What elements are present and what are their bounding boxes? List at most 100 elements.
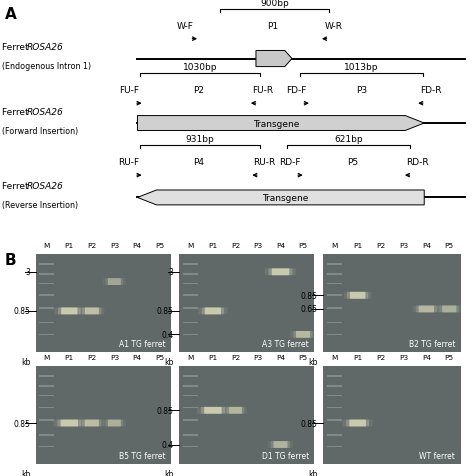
FancyBboxPatch shape	[106, 420, 123, 426]
FancyBboxPatch shape	[79, 420, 104, 426]
Text: FD-F: FD-F	[286, 86, 306, 95]
Text: (Reverse Insertion): (Reverse Insertion)	[2, 200, 79, 209]
Text: P2: P2	[192, 86, 204, 95]
Text: M: M	[44, 243, 50, 249]
FancyBboxPatch shape	[412, 306, 440, 313]
Text: P1: P1	[267, 22, 278, 31]
Bar	[183, 283, 198, 285]
Text: FU-R: FU-R	[253, 86, 273, 95]
Text: P1: P1	[64, 243, 74, 249]
Bar	[327, 334, 342, 336]
Text: P3: P3	[254, 243, 263, 249]
Text: A: A	[5, 8, 17, 22]
Text: P3: P3	[399, 355, 408, 361]
Text: P1: P1	[64, 355, 74, 361]
Text: Transgene: Transgene	[253, 119, 299, 128]
Text: ROSA26: ROSA26	[27, 182, 64, 190]
Text: W-R: W-R	[325, 22, 343, 31]
Text: P3: P3	[254, 355, 263, 361]
Text: P3: P3	[110, 355, 119, 361]
Text: P2: P2	[87, 243, 97, 249]
FancyBboxPatch shape	[58, 308, 81, 315]
Bar	[183, 307, 198, 309]
FancyBboxPatch shape	[344, 292, 372, 299]
Bar	[39, 385, 54, 387]
FancyBboxPatch shape	[442, 306, 456, 313]
Bar	[327, 434, 342, 436]
Text: P5: P5	[299, 243, 308, 249]
Text: P4: P4	[276, 243, 285, 249]
Text: 621bp: 621bp	[334, 135, 363, 144]
FancyBboxPatch shape	[224, 407, 247, 414]
Bar	[327, 385, 342, 387]
FancyBboxPatch shape	[201, 407, 225, 414]
Bar	[183, 419, 198, 421]
Text: 0.85: 0.85	[301, 291, 318, 300]
FancyBboxPatch shape	[268, 441, 293, 448]
Text: kb: kb	[164, 469, 174, 476]
FancyBboxPatch shape	[54, 420, 85, 426]
Bar	[327, 273, 342, 275]
FancyBboxPatch shape	[273, 441, 287, 448]
FancyBboxPatch shape	[108, 420, 121, 426]
Text: W-F: W-F	[176, 22, 193, 31]
Text: 0.85: 0.85	[301, 418, 318, 427]
Bar	[39, 395, 54, 397]
Bar	[327, 446, 342, 447]
FancyBboxPatch shape	[264, 269, 296, 276]
Text: kb: kb	[164, 357, 174, 367]
Text: P2: P2	[376, 243, 385, 249]
Text: RU-F: RU-F	[118, 158, 139, 167]
Text: P3: P3	[356, 86, 367, 95]
FancyBboxPatch shape	[108, 278, 121, 286]
Text: Transgene: Transgene	[263, 194, 309, 202]
Text: (Endogenous Intron 1): (Endogenous Intron 1)	[2, 62, 91, 71]
Text: kb: kb	[309, 357, 318, 367]
Bar	[183, 334, 198, 336]
Text: P3: P3	[399, 243, 408, 249]
FancyBboxPatch shape	[61, 308, 77, 315]
FancyBboxPatch shape	[416, 306, 437, 313]
FancyBboxPatch shape	[61, 420, 78, 426]
FancyBboxPatch shape	[419, 306, 434, 313]
Text: kb: kb	[21, 357, 30, 367]
Text: 0.4: 0.4	[162, 440, 174, 449]
FancyBboxPatch shape	[229, 407, 242, 414]
Bar	[327, 322, 342, 324]
Bar	[39, 407, 54, 408]
Text: 0.85: 0.85	[13, 418, 30, 427]
Text: ROSA26: ROSA26	[27, 108, 64, 116]
Bar	[183, 273, 198, 275]
Text: 0.85: 0.85	[157, 307, 174, 316]
FancyBboxPatch shape	[82, 308, 101, 315]
Bar	[327, 407, 342, 408]
FancyBboxPatch shape	[439, 306, 459, 313]
Text: Ferret: Ferret	[2, 182, 32, 190]
Bar	[39, 419, 54, 421]
Text: 3: 3	[25, 268, 30, 277]
FancyBboxPatch shape	[82, 420, 101, 426]
Text: kb: kb	[21, 469, 30, 476]
Text: P4: P4	[422, 355, 431, 361]
Bar	[39, 434, 54, 436]
Text: B5 TG ferret: B5 TG ferret	[118, 451, 165, 460]
Text: P2: P2	[231, 355, 240, 361]
Text: RD-R: RD-R	[406, 158, 428, 167]
Bar	[327, 419, 342, 421]
FancyBboxPatch shape	[85, 308, 99, 315]
FancyBboxPatch shape	[198, 308, 228, 315]
Text: P4: P4	[192, 158, 204, 167]
Polygon shape	[256, 51, 292, 68]
Bar	[39, 307, 54, 309]
Text: 0.85: 0.85	[157, 406, 174, 415]
Text: P2: P2	[87, 355, 97, 361]
Bar	[39, 376, 54, 377]
FancyBboxPatch shape	[343, 420, 373, 426]
Bar	[183, 322, 198, 324]
Bar	[183, 395, 198, 397]
Text: B: B	[5, 252, 17, 267]
FancyBboxPatch shape	[293, 331, 312, 338]
Bar	[327, 295, 342, 297]
Text: P4: P4	[132, 355, 141, 361]
FancyBboxPatch shape	[103, 278, 126, 286]
